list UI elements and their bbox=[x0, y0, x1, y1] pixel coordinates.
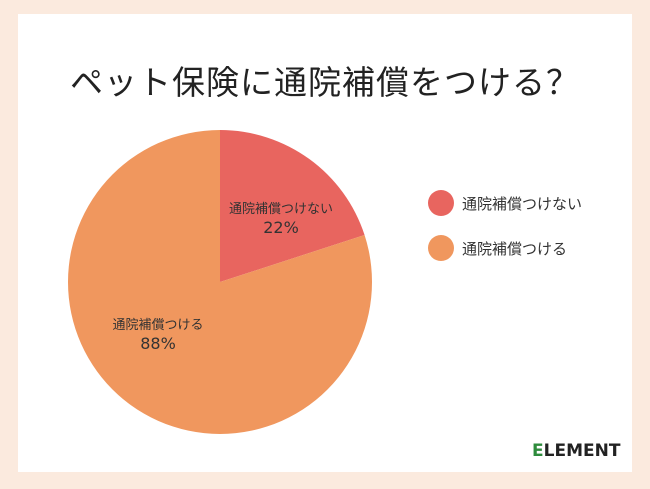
logo-first-letter: E bbox=[532, 441, 544, 461]
pie-slice-1 bbox=[67, 130, 372, 434]
pie-chart bbox=[67, 130, 372, 434]
logo-rest: LEMENT bbox=[543, 441, 621, 461]
legend-item-not-attach: 通院補償つけない bbox=[428, 190, 582, 216]
pie-slice-0 bbox=[220, 130, 365, 282]
chart-title: ペット保険に通院補償をつける？ bbox=[70, 63, 580, 102]
chart-legend: 通院補償つけない 通院補償つける bbox=[428, 190, 582, 280]
chart-card: ペット保険に通院補償をつける？ 通院補償つけない 22% 通院補償つける 88%… bbox=[18, 14, 632, 472]
legend-swatch bbox=[428, 235, 454, 261]
legend-swatch bbox=[428, 190, 454, 216]
slice-label-value: 22% bbox=[263, 218, 299, 237]
legend-item-attach: 通院補償つける bbox=[428, 235, 582, 261]
slice-label-not-attach: 通院補償つけない 22% bbox=[211, 201, 351, 237]
element-logo: ELEMENT bbox=[532, 441, 620, 461]
slice-label-attach: 通院補償つける 88% bbox=[88, 317, 228, 353]
slice-label-value: 88% bbox=[140, 334, 176, 353]
slice-label-text: 通院補償つける bbox=[112, 318, 204, 333]
slice-label-text: 通院補償つけない bbox=[228, 202, 333, 217]
legend-label: 通院補償つけない bbox=[462, 194, 583, 213]
legend-label: 通院補償つける bbox=[462, 239, 568, 258]
